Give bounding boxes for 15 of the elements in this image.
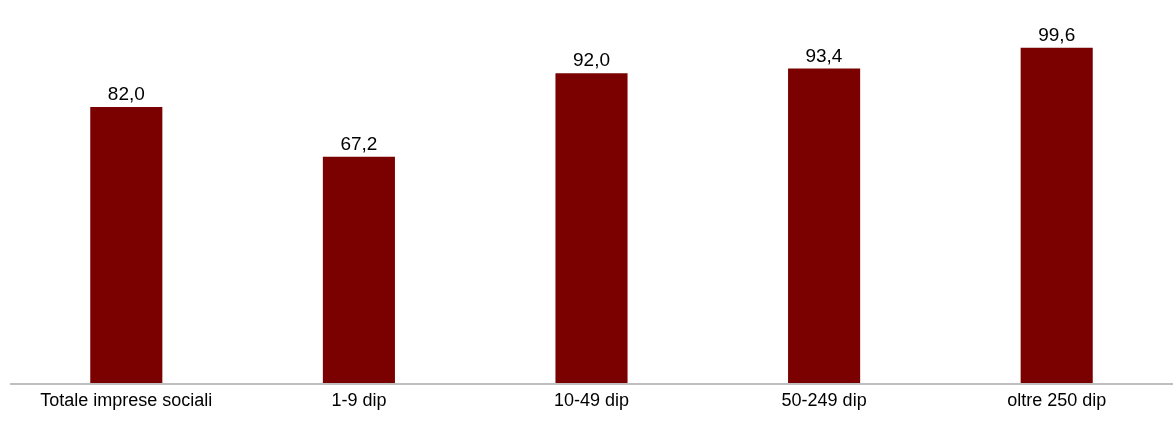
bar: [322, 156, 395, 383]
data-label: 67,2: [340, 132, 378, 154]
x-tick-label: 50-249 dip: [781, 390, 867, 411]
data-label: 93,4: [805, 44, 843, 66]
bar: [1020, 47, 1093, 383]
bar: [788, 68, 861, 383]
data-label: 82,0: [107, 82, 145, 104]
bar: [555, 73, 628, 383]
x-tick-label: 1-9 dip: [331, 390, 387, 411]
data-label: 92,0: [573, 49, 610, 71]
data-label: 99,6: [1038, 23, 1076, 45]
bar: [90, 106, 163, 383]
x-tick-label: oltre 250 dip: [1007, 390, 1107, 411]
x-tick-label: 10-49 dip: [553, 390, 630, 411]
x-tick-label: Totale imprese sociali: [40, 390, 213, 411]
